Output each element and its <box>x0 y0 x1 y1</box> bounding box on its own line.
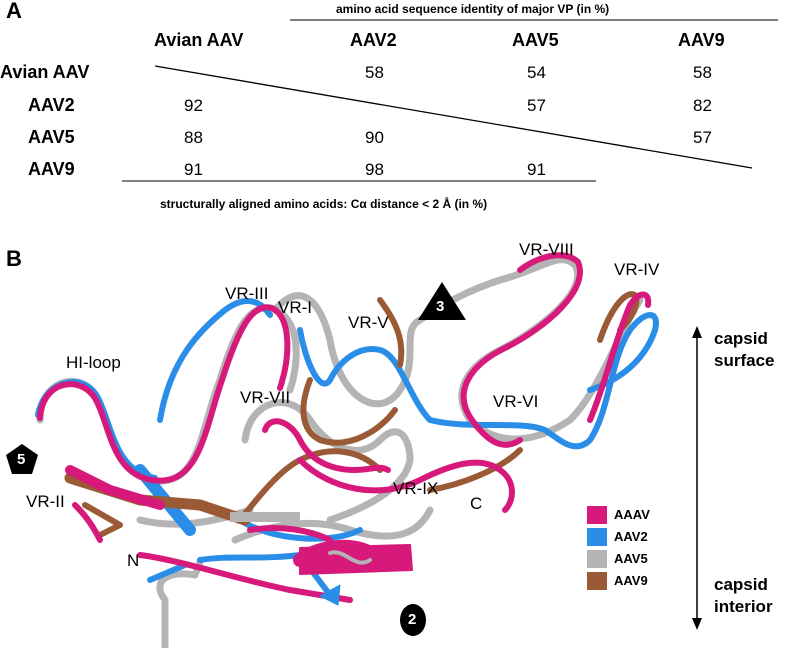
table-cell: 54 <box>527 63 546 82</box>
row-header-aav9: AAV9 <box>28 159 75 179</box>
vr-ix-label: VR-IX <box>393 479 439 498</box>
diagonal-divider <box>154 65 753 169</box>
legend-label-aav5: AAV5 <box>614 551 648 566</box>
legend-swatch-aav2 <box>587 528 607 546</box>
legend-label-aaav: AAAV <box>614 507 650 522</box>
twofold-label: 2 <box>408 611 417 628</box>
panel-b-label: B <box>6 246 22 271</box>
column-header-aav9: AAV9 <box>678 30 725 50</box>
capsid-interior-label: capsid interior <box>714 575 773 616</box>
table-cell: 90 <box>365 128 384 147</box>
row-header-aav2: AAV2 <box>28 95 75 115</box>
vr-vii-label: VR-VII <box>240 388 291 407</box>
table-cell: 91 <box>527 160 546 179</box>
threefold-triangle-icon <box>418 282 466 320</box>
table-cell: 82 <box>693 96 712 115</box>
beta-strand <box>230 512 300 522</box>
threefold-label: 3 <box>436 298 445 315</box>
n-terminus-label: N <box>127 551 140 570</box>
table-cell: 58 <box>693 63 712 82</box>
fivefold-label: 5 <box>17 451 26 468</box>
table-cell: 88 <box>184 128 203 147</box>
vr-v-label: VR-V <box>348 313 389 332</box>
table-cell: 57 <box>693 128 712 147</box>
twofold-ellipse-icon <box>400 604 426 636</box>
table-cell: 58 <box>365 63 384 82</box>
column-header-aav2: AAV2 <box>350 30 397 50</box>
panel-a-label: A <box>6 0 22 23</box>
beta-arrow <box>319 584 341 606</box>
table-cell: 57 <box>527 96 546 115</box>
row-header-aav5: AAV5 <box>28 127 75 147</box>
vr-ii-label: VR-II <box>26 492 65 511</box>
column-header-aav5: AAV5 <box>512 30 559 50</box>
sequence-identity-header: amino acid sequence identity of major VP… <box>336 2 610 16</box>
helix-grey <box>328 550 372 565</box>
c-terminus-label: C <box>470 494 483 513</box>
legend-label-aav2: AAV2 <box>614 529 648 544</box>
table-cell: 91 <box>184 160 203 179</box>
vr-iv-label: VR-IV <box>614 260 660 279</box>
column-header-avian-aav: Avian AAV <box>154 30 244 50</box>
fivefold-pentagon-icon <box>6 444 38 474</box>
legend-swatch-aaav <box>587 506 607 524</box>
vr-vi-label: VR-VI <box>493 392 539 411</box>
row-header-avian-aav: Avian AAV <box>0 62 90 82</box>
legend-swatch-aav5 <box>587 550 607 568</box>
capsid-surface-label: capsid surface <box>714 329 775 370</box>
legend-swatch-aav9 <box>587 572 607 590</box>
structural-alignment-caption: structurally aligned amino acids: Cα dis… <box>160 197 488 211</box>
vr-i-label: VR-I <box>278 298 312 317</box>
table-cell: 92 <box>184 96 203 115</box>
table-cell: 98 <box>365 160 384 179</box>
vr-iii-label: VR-III <box>225 284 269 303</box>
vr-viii-label: VR-VIII <box>519 240 574 259</box>
hi-loop-label: HI-loop <box>66 353 121 372</box>
legend-label-aav9: AAV9 <box>614 573 648 588</box>
